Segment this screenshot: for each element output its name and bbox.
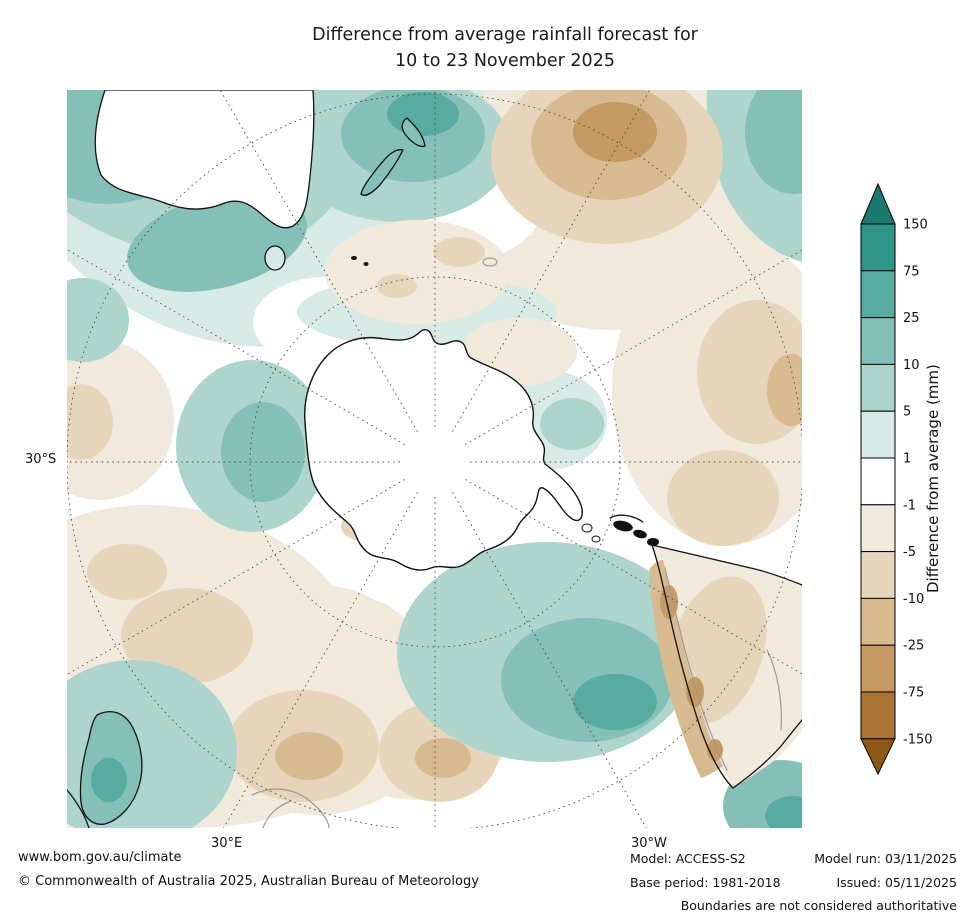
title-line-1: Difference from average rainfall forecas… [312, 25, 698, 45]
colorbar-tick: 75 [903, 264, 920, 279]
colorbar: 150 75 25 10 5 1 -1 -5 -10 -25 -75 -150 [860, 183, 933, 775]
south-america-coastline [651, 544, 802, 789]
tasmania [264, 245, 286, 271]
africa-coastline [67, 789, 90, 828]
graticule [67, 90, 802, 828]
colorbar-tick: 25 [903, 311, 920, 326]
page-title: Difference from average rainfall forecas… [50, 22, 960, 75]
colorbar-segment [860, 551, 896, 599]
colorbar-tick: -10 [903, 592, 924, 607]
africa-boundary [251, 788, 330, 828]
colorbar-segment [860, 317, 896, 365]
lon-label-30w: 30°W [631, 836, 667, 851]
model-info: Model: ACCESS-S2 [630, 851, 746, 866]
antarctica-coastline [303, 328, 583, 571]
country-border [664, 567, 728, 771]
island [581, 523, 593, 533]
colorbar-segment [860, 691, 896, 740]
colorbar-arrow-bottom [860, 738, 896, 775]
south-america [649, 544, 802, 789]
colorbar-tick: 1 [903, 452, 911, 467]
rainfall-anomaly-map [67, 90, 802, 828]
colorbar-segment [860, 597, 896, 646]
new-zealand [351, 117, 426, 266]
title-line-2: 10 to 23 November 2025 [395, 51, 615, 72]
boundaries-disclaimer: Boundaries are not considered authoritat… [680, 898, 957, 913]
base-period-info: Base period: 1981-2018 [630, 875, 781, 890]
colorbar-tick: -5 [903, 545, 916, 560]
colorbar-tick: 5 [903, 405, 911, 420]
map-region: 30°S 30°E 30°W [25, 90, 802, 851]
island [591, 535, 601, 543]
colorbar-tick: -25 [903, 639, 924, 654]
colorbar-segment [860, 363, 896, 412]
colorbar-tick: 10 [903, 358, 920, 373]
subantarctic-islands [609, 514, 659, 546]
australia [94, 90, 315, 271]
australia-coastline [94, 90, 315, 229]
model-run-info: Model run: 03/11/2025 [814, 851, 957, 866]
colorbar-tick: -75 [903, 686, 924, 701]
copyright-notice: © Commonwealth of Australia 2025, Austra… [18, 874, 479, 889]
colorbar-segment [860, 644, 896, 693]
website-url: www.bom.gov.au/climate [18, 850, 182, 865]
colorbar-tick: -1 [903, 498, 916, 513]
colorbar-segment [860, 457, 896, 506]
colorbar-segment [860, 410, 896, 459]
lat-label-30s: 30°S [25, 452, 57, 467]
colorbar-tick: -150 [903, 732, 933, 747]
colorbar-axis-label: Difference from average (mm) [924, 364, 942, 594]
colorbar-segment [860, 504, 896, 553]
lon-label-30e: 30°E [211, 836, 243, 851]
colorbar-segment [860, 223, 896, 272]
colorbar-arrow-top [860, 183, 896, 225]
issued-info: Issued: 05/11/2025 [836, 875, 958, 890]
colorbar-tick: 150 [903, 218, 928, 233]
minor-contour [482, 257, 498, 267]
colorbar-segment [860, 270, 896, 319]
madagascar [67, 711, 143, 828]
